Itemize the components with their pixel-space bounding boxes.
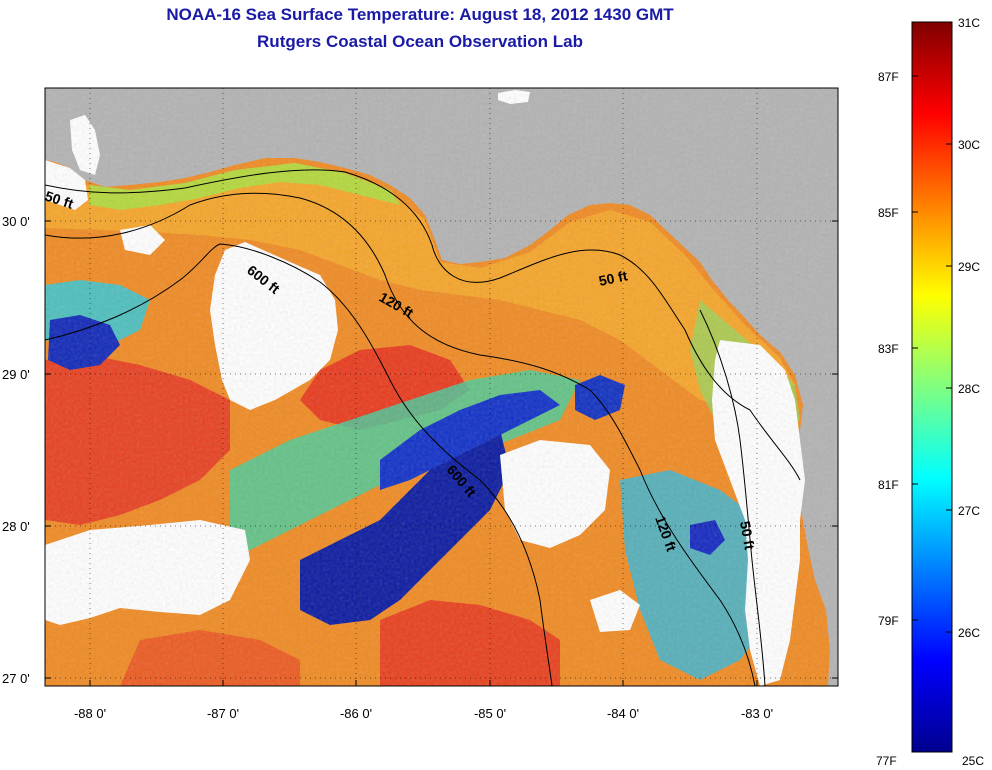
colorbar-label-fahrenheit: 77F [876, 754, 897, 768]
title-line-2: Rutgers Coastal Ocean Observation Lab [257, 32, 583, 51]
y-tick-label: 27 0' [2, 671, 30, 686]
colorbar-label-celsius: 30C [958, 138, 980, 152]
x-tick-label: -87 0' [207, 706, 239, 721]
colorbar-label-celsius: 26C [958, 626, 980, 640]
colorbar-ticks [912, 21, 952, 753]
x-tick-label: -86 0' [340, 706, 372, 721]
contour-120ft [45, 192, 756, 686]
x-tick-label: -85 0' [474, 706, 506, 721]
title-line-1: NOAA-16 Sea Surface Temperature: August … [166, 5, 674, 24]
colorbar [911, 21, 953, 753]
contour-label-50ft-southeast: 50 ft [737, 520, 758, 551]
colorbar-label-celsius: 27C [958, 504, 980, 518]
contour-50ft-south [699, 309, 766, 686]
contour-50ft [45, 169, 801, 481]
contour-label-50ft-east: 50 ft [597, 267, 629, 289]
x-tick-label: -88 0' [74, 706, 106, 721]
gridlines [45, 88, 838, 686]
y-tick-label: 30 0' [2, 214, 30, 229]
sst-imagery [45, 88, 838, 686]
colorbar-label-fahrenheit: 87F [878, 70, 899, 84]
bathymetry-contours [45, 169, 801, 686]
colorbar-label-fahrenheit: 83F [878, 342, 899, 356]
texture-overlay [45, 88, 838, 686]
tick-marks [45, 220, 838, 686]
y-tick-label: 28 0' [2, 519, 30, 534]
x-tick-label: -83 0' [741, 706, 773, 721]
map-frame [44, 87, 839, 687]
colorbar-label-celsius: 31C [958, 16, 980, 30]
colorbar-label-celsius: 28C [958, 382, 980, 396]
y-tick-label: 29 0' [2, 367, 30, 382]
colorbar-label-fahrenheit: 85F [878, 206, 899, 220]
x-tick-label: -84 0' [607, 706, 639, 721]
colorbar-label-celsius: 25C [962, 754, 984, 768]
colorbar-label-fahrenheit: 81F [878, 478, 899, 492]
colorbar-label-fahrenheit: 79F [878, 614, 899, 628]
colorbar-label-celsius: 29C [958, 260, 980, 274]
contour-600ft [45, 243, 553, 686]
